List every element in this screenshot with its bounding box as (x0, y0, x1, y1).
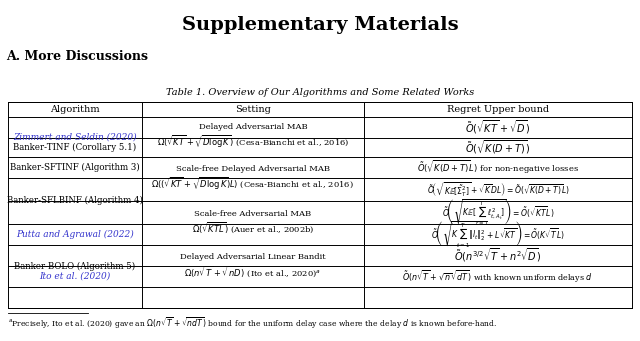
Text: $\tilde{O}(\sqrt{K(D+T)})$: $\tilde{O}(\sqrt{K(D+T)})$ (465, 138, 531, 156)
Text: Table 1. Overview of Our Algorithms and Some Related Works: Table 1. Overview of Our Algorithms and … (166, 88, 474, 97)
Text: $^a$Precisely, Ito et al. (2020) gave an $\Omega(n\sqrt{T} + \sqrt{ndT})$ bound : $^a$Precisely, Ito et al. (2020) gave an… (8, 316, 497, 331)
Text: Scale-free Adversarial MAB
$\Omega(\sqrt{KTL})$ (Auer et al., 2002b): Scale-free Adversarial MAB $\Omega(\sqrt… (191, 210, 314, 235)
Text: Banker-SFLBINF (​Algorithm 4): Banker-SFLBINF (​Algorithm 4) (7, 196, 143, 205)
Text: Banker-SFTINF (​Algorithm 3): Banker-SFTINF (​Algorithm 3) (10, 163, 140, 172)
Text: Zimmert and Seldin (2020): Zimmert and Seldin (2020) (13, 132, 137, 141)
Text: Algorithm: Algorithm (51, 105, 100, 114)
Text: A. More Discussions: A. More Discussions (6, 50, 148, 63)
Text: $\tilde{O}(\sqrt{KT} + \sqrt{D})$: $\tilde{O}(\sqrt{KT} + \sqrt{D})$ (465, 118, 531, 136)
Text: $\tilde{O}\!\left(\sqrt{K\mathbb{E}[\tilde{\Sigma}_T^2]} + \sqrt{K}DL\right) = \: $\tilde{O}\!\left(\sqrt{K\mathbb{E}[\til… (426, 180, 569, 198)
Text: Putta and Agrawal (2022): Putta and Agrawal (2022) (16, 230, 134, 239)
Text: Ito et al. (2020): Ito et al. (2020) (40, 272, 111, 281)
Text: $\tilde{O}(n^{3/2}\sqrt{T} + n^2\sqrt{D})$: $\tilde{O}(n^{3/2}\sqrt{T} + n^2\sqrt{D}… (454, 247, 541, 264)
Text: Banker-TINF (​Corollary 5.1): Banker-TINF (​Corollary 5.1) (13, 143, 137, 152)
Text: Scale-free Delayed Adversarial MAB
$\Omega((\sqrt{KT} + \sqrt{D \log K})L)$ (Ces: Scale-free Delayed Adversarial MAB $\Ome… (152, 165, 355, 192)
Text: Supplementary Materials: Supplementary Materials (182, 16, 458, 34)
Text: $\tilde{O}\!\left(\sqrt{K\sum_{t=1}^{T}\|l_t\|_2^2} + L\sqrt{KT}\right) = \tilde: $\tilde{O}\!\left(\sqrt{K\sum_{t=1}^{T}\… (431, 220, 564, 249)
Text: $\tilde{O}(n\sqrt{T} + \sqrt{n}\sqrt{dT})$ with known uniform delays $d$: $\tilde{O}(n\sqrt{T} + \sqrt{n}\sqrt{dT}… (403, 268, 593, 285)
Text: Delayed Adversarial Linear Bandit
$\Omega(n\sqrt{T} + \sqrt{nD})$ (Ito et al., 2: Delayed Adversarial Linear Bandit $\Omeg… (180, 253, 326, 279)
Text: Delayed Adversarial MAB
$\Omega(\sqrt{KT} + \sqrt{D \log K})$ (Cesa-Bianchi et a: Delayed Adversarial MAB $\Omega(\sqrt{KT… (157, 123, 349, 150)
Text: $\tilde{O}(\sqrt{K(D+T)}L)$ for non-negative losses: $\tilde{O}(\sqrt{K(D+T)}L)$ for non-nega… (417, 159, 579, 176)
Text: Setting: Setting (235, 105, 271, 114)
Text: Regret Upper bound: Regret Upper bound (447, 105, 549, 114)
Bar (8, 102, 632, 308)
Text: $\tilde{O}\!\left(\sqrt{K\mathbb{E}[\sum_{t=1}^{T}\ell_{t,A_t}^2]}\right) = \til: $\tilde{O}\!\left(\sqrt{K\mathbb{E}[\sum… (442, 197, 554, 227)
Text: Banker-BOLO (​Algorithm 5): Banker-BOLO (​Algorithm 5) (15, 262, 136, 270)
